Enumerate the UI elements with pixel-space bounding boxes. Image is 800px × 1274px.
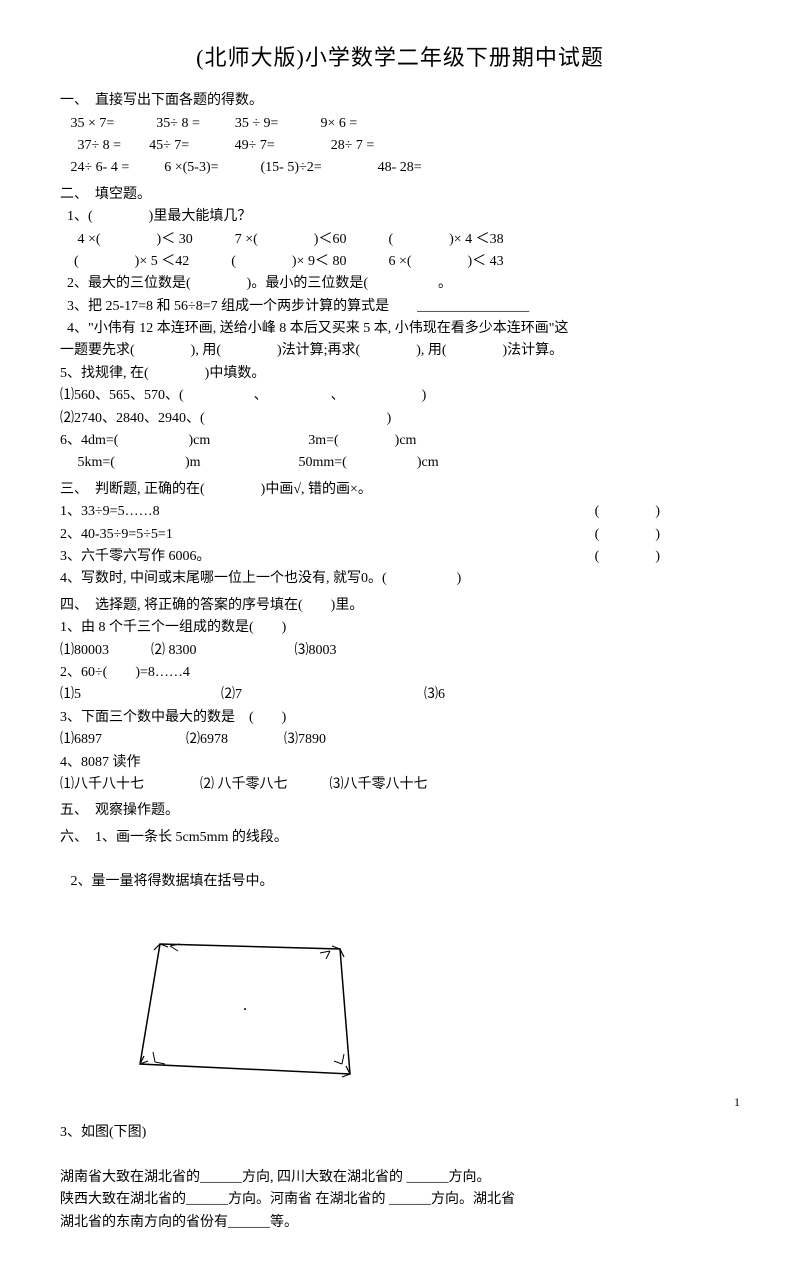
section-1: 一、 直接写出下面各题的得数。 35 × 7= 35÷ 8 = 35 ÷ 9= … bbox=[60, 90, 740, 180]
s2-header: 二、 填空题。 bbox=[60, 184, 740, 206]
paren-blank: ( ) bbox=[595, 501, 660, 523]
s6-q2: 2、量一量将得数据填在括号中。 bbox=[60, 871, 740, 893]
s3-q4: 4、写数时, 中间或末尾哪一位上一个也没有, 就写0。( ) bbox=[60, 568, 740, 590]
paren-blank: ( ) bbox=[595, 546, 660, 568]
s4-header: 四、 选择题, 将正确的答案的序号填在( )里。 bbox=[60, 595, 740, 617]
s3-q3: 3、六千零六写作 6006。( ) bbox=[60, 546, 740, 568]
arrow-icon bbox=[332, 946, 344, 957]
section-2: 二、 填空题。 1、( )里最大能填几？ 4 ×( )＜ 30 7 ×( )＜6… bbox=[60, 184, 740, 475]
s4-q3: 3、下面三个数中最大的数是 ( ) bbox=[60, 707, 740, 729]
s6-q3b: 陕西大致在湖北省的______方向。河南省 在湖北省的 ______方向。湖北省 bbox=[60, 1189, 740, 1211]
s6-header: 六、 1、画一条长 5cm5mm 的线段。 bbox=[60, 827, 740, 849]
s1-header: 一、 直接写出下面各题的得数。 bbox=[60, 90, 740, 112]
s2-q1r2: ( )× 5 ＜42 ( )× 9＜ 80 6 ×( )＜ 43 bbox=[60, 251, 740, 273]
arrow-icon bbox=[320, 951, 330, 959]
s6-q3: 3、如图(下图) bbox=[60, 1122, 740, 1144]
s5-header: 五、 观察操作题。 bbox=[60, 800, 740, 822]
s6-q3c: 湖北省的东南方向的省份有______等。 bbox=[60, 1212, 740, 1234]
arrow-icon bbox=[153, 1052, 165, 1064]
arrow-icon bbox=[334, 1054, 344, 1064]
s2-q1r1: 4 ×( )＜ 30 7 ×( )＜60 ( )× 4 ＜38 bbox=[60, 229, 740, 251]
s2-q5: 5、找规律, 在( )中填数。 bbox=[60, 363, 740, 385]
page-title: (北师大版)小学数学二年级下册期中试题 bbox=[60, 40, 740, 75]
s2-q1: 1、( )里最大能填几？ bbox=[60, 206, 740, 228]
s2-q3: 3、把 25-17=8 和 56÷8=7 组成一个两步计算的算式是 ______… bbox=[60, 296, 740, 318]
s2-q4b: 一题要先求( ), 用( )法计算;再求( ), 用( )法计算。 bbox=[60, 340, 740, 362]
paren-blank: ( ) bbox=[595, 524, 660, 546]
s2-q6a: 6、4dm=( )cm 3m=( )cm bbox=[60, 430, 740, 452]
s1-row3: 24÷ 6- 4 = 6 ×(5-3)= (15- 5)÷2= 48- 28= bbox=[60, 157, 740, 179]
s2-q6b: 5km=( )m 50mm=( )cm bbox=[60, 452, 740, 474]
center-dot bbox=[244, 1008, 246, 1010]
s3-q2: 2、40-35÷9=5÷5=1( ) bbox=[60, 524, 740, 546]
section-5: 五、 观察操作题。 bbox=[60, 800, 740, 822]
s2-q5b: ⑵2740、2840、2940、( ) bbox=[60, 408, 740, 430]
section-4: 四、 选择题, 将正确的答案的序号填在( )里。 1、由 8 个千三个一组成的数… bbox=[60, 595, 740, 797]
s2-q5a: ⑴560、565、570、( 、 、 ) bbox=[60, 385, 740, 407]
s4-q2: 2、60÷( )=8……4 bbox=[60, 662, 740, 684]
page-number: 1 bbox=[734, 1093, 740, 1112]
s1-row2: 37÷ 8 = 45÷ 7= 49÷ 7= 28÷ 7 = bbox=[60, 135, 740, 157]
s4-q1: 1、由 8 个千三个一组成的数是( ) bbox=[60, 617, 740, 639]
section-6: 六、 1、画一条长 5cm5mm 的线段。 2、量一量将得数据填在括号中。 3、… bbox=[60, 827, 740, 1235]
s3-header: 三、 判断题, 正确的在( )中画√, 错的画×。 bbox=[60, 479, 740, 501]
quadrilateral-diagram bbox=[110, 914, 740, 1102]
s4-q3opts: ⑴6897 ⑵6978 ⑶7890 bbox=[60, 729, 740, 751]
s4-q4: 4、8087 读作 bbox=[60, 752, 740, 774]
s3-q1: 1、33÷9=5……8( ) bbox=[60, 501, 740, 523]
s1-row1: 35 × 7= 35÷ 8 = 35 ÷ 9= 9× 6 = bbox=[60, 113, 740, 135]
s4-q2opts: ⑴5 ⑵7 ⑶6 bbox=[60, 684, 740, 706]
s4-q1opts: ⑴80003 ⑵ 8300 ⑶8003 bbox=[60, 640, 740, 662]
section-3: 三、 判断题, 正确的在( )中画√, 错的画×。 1、33÷9=5……8( )… bbox=[60, 479, 740, 591]
s6-q3a: 湖南省大致在湖北省的______方向, 四川大致在湖北省的 ______方向。 bbox=[60, 1167, 740, 1189]
s4-q4opts: ⑴八千八十七 ⑵ 八千零八七 ⑶八千零八十七 bbox=[60, 774, 740, 796]
s2-q4a: 4、"小伟有 12 本连环画, 送给小峰 8 本后又买来 5 本, 小伟现在看多… bbox=[60, 318, 740, 340]
s2-q2: 2、最大的三位数是( )。最小的三位数是( 。 bbox=[60, 273, 740, 295]
